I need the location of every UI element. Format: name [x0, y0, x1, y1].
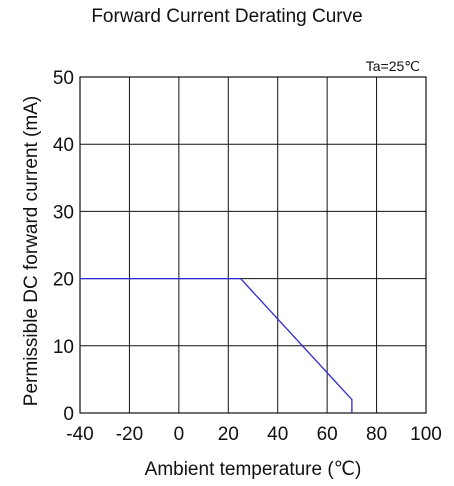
x-axis-label: Ambient temperature (℃) — [145, 459, 362, 480]
x-tick-label: 20 — [218, 424, 239, 445]
x-tick-label: -20 — [116, 424, 143, 445]
y-tick-label: 0 — [63, 404, 74, 425]
x-tick-label: 0 — [174, 424, 185, 445]
x-tick-label: -40 — [66, 424, 93, 445]
y-tick-label: 50 — [53, 68, 74, 89]
x-tick-label: 100 — [410, 424, 442, 445]
temperature-annotation: Ta=25℃ — [366, 58, 420, 74]
derating-line — [80, 277, 353, 413]
chart-title: Forward Current Derating Curve — [91, 6, 363, 27]
x-tick-label: 80 — [366, 424, 387, 445]
y-tick-label: 10 — [53, 337, 74, 358]
y-tick-label: 40 — [53, 135, 74, 156]
y-axis-label: Permissible DC forward current (mA) — [21, 96, 42, 406]
tick-labels: -40 -20 0 20 40 60 80 100 0 10 20 30 40 50 — [53, 68, 442, 445]
x-tick-label: 40 — [267, 424, 288, 445]
x-tick-label: 60 — [317, 424, 338, 445]
plot-frame — [79, 76, 427, 414]
grid-lines — [80, 77, 426, 413]
y-tick-label: 30 — [53, 202, 74, 223]
y-tick-label: 20 — [53, 270, 74, 291]
